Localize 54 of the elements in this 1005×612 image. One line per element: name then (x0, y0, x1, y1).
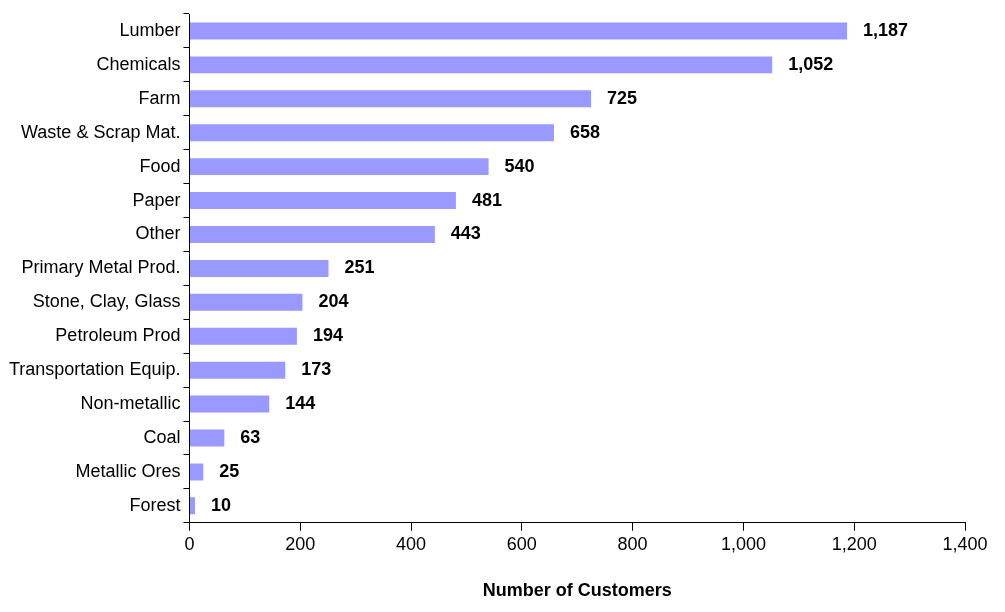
bar (189, 192, 456, 210)
x-tick-label: 1,200 (831, 533, 877, 554)
y-tick-label: Food (139, 155, 181, 176)
x-tick-label: 800 (617, 533, 648, 554)
bar (189, 158, 489, 176)
bar (189, 90, 592, 108)
data-label: 251 (344, 257, 375, 278)
bar (189, 395, 270, 413)
data-label: 63 (240, 426, 261, 447)
bar (189, 22, 847, 40)
y-tick-label: Primary Metal Prod. (21, 257, 181, 278)
bar (189, 124, 554, 142)
x-tick-label: 400 (396, 533, 427, 554)
data-label: 658 (569, 121, 600, 142)
x-tick-label: 1,000 (720, 533, 766, 554)
y-tick-label: Lumber (119, 19, 181, 40)
data-label: 443 (450, 223, 481, 244)
data-label: 10 (210, 494, 231, 515)
y-tick-label: Other (135, 223, 181, 244)
bar (189, 361, 286, 379)
y-tick-label: Farm (138, 87, 181, 108)
data-label: 1,052 (788, 53, 834, 74)
y-tick-label: Stone, Clay, Glass (32, 291, 181, 312)
bar (189, 56, 773, 74)
y-tick-label: Coal (143, 426, 181, 447)
x-tick-label: 1,400 (942, 533, 988, 554)
data-label: 25 (219, 460, 240, 481)
data-label: 540 (504, 155, 535, 176)
bar (189, 497, 195, 515)
data-label: 194 (312, 325, 343, 346)
data-label: 144 (285, 393, 316, 414)
y-tick-label: Petroleum Prod (55, 325, 181, 346)
bar (189, 429, 225, 447)
bar (189, 259, 329, 277)
y-tick-label: Waste & Scrap Mat. (21, 121, 181, 142)
bar (189, 226, 435, 243)
y-tick-label: Transportation Equip. (8, 359, 181, 380)
x-tick-label: 0 (184, 533, 195, 554)
y-tick-label: Chemicals (96, 53, 181, 74)
x-tick-label: 600 (506, 533, 537, 554)
bar (189, 293, 303, 311)
data-label: 204 (318, 291, 349, 312)
x-tick-label: 200 (285, 533, 316, 554)
data-label: 481 (471, 189, 502, 210)
bar (189, 327, 297, 345)
data-label: 725 (607, 87, 638, 108)
y-tick-label: Metallic Ores (75, 460, 181, 481)
y-tick-label: Paper (132, 189, 181, 210)
data-label: 1,187 (863, 19, 909, 40)
y-tick-label: Forest (129, 494, 181, 515)
bar (189, 463, 204, 481)
data-label: 173 (301, 359, 332, 380)
x-axis-title: Number of Customers (482, 580, 672, 601)
y-tick-label: Non-metallic (80, 393, 181, 414)
